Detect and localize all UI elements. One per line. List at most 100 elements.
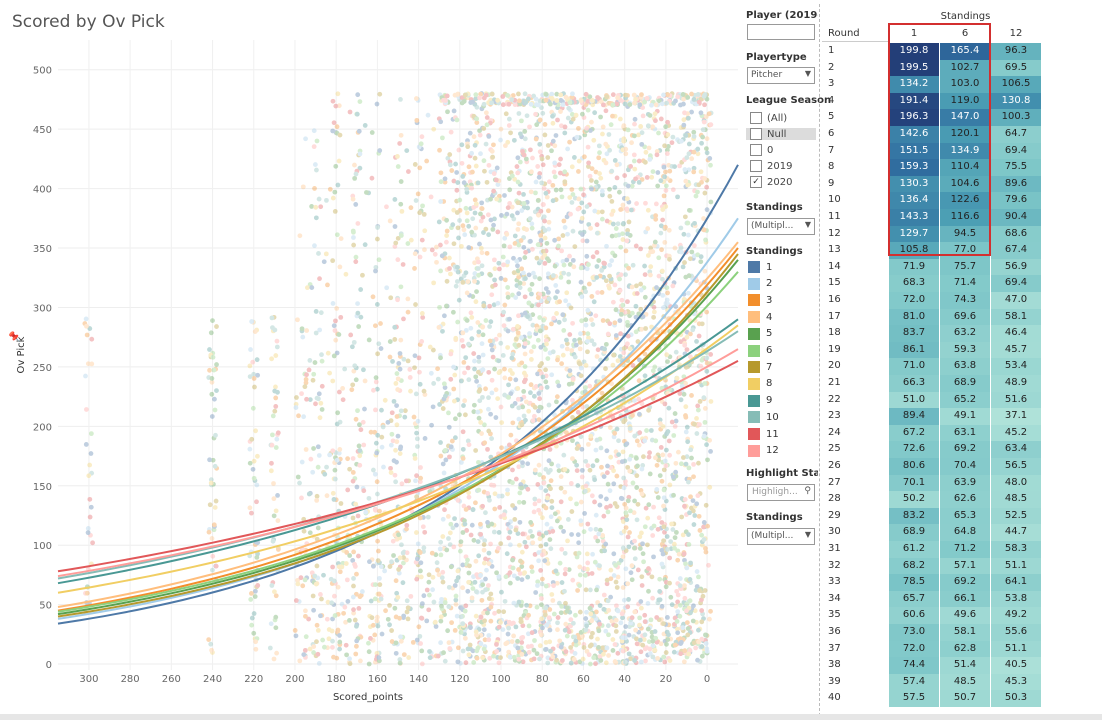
scatter-point[interactable] — [627, 346, 633, 352]
scatter-point[interactable] — [478, 91, 483, 97]
scatter-point[interactable] — [521, 102, 527, 107]
scatter-point[interactable] — [314, 639, 319, 645]
scatter-point[interactable] — [334, 457, 340, 463]
scatter-point[interactable] — [480, 503, 485, 509]
scatter-point[interactable] — [531, 413, 537, 419]
scatter-point[interactable] — [653, 201, 659, 207]
scatter-point[interactable] — [539, 156, 545, 162]
scatter-point[interactable] — [543, 334, 549, 340]
scatter-point[interactable] — [453, 267, 459, 273]
scatter-point[interactable] — [532, 274, 538, 280]
scatter-point[interactable] — [640, 463, 646, 468]
scatter-point[interactable] — [538, 237, 544, 243]
scatter-point[interactable] — [473, 629, 479, 635]
scatter-point[interactable] — [691, 99, 697, 105]
scatter-point[interactable] — [269, 356, 275, 362]
scatter-point[interactable] — [378, 593, 384, 599]
scatter-point[interactable] — [314, 581, 320, 586]
scatter-point[interactable] — [623, 272, 628, 278]
scatter-point[interactable] — [510, 327, 516, 333]
scatter-point[interactable] — [632, 609, 638, 615]
scatter-point[interactable] — [683, 133, 689, 138]
scatter-point[interactable] — [495, 637, 501, 642]
scatter-point[interactable] — [634, 201, 639, 206]
scatter-point[interactable] — [570, 415, 575, 420]
scatter-point[interactable] — [389, 410, 395, 416]
scatter-point[interactable] — [681, 497, 686, 503]
scatter-point[interactable] — [638, 281, 644, 287]
scatter-point[interactable] — [560, 589, 566, 595]
scatter-point[interactable] — [318, 613, 323, 619]
scatter-point[interactable] — [433, 653, 439, 659]
scatter-point[interactable] — [550, 182, 556, 188]
scatter-point[interactable] — [312, 186, 317, 191]
scatter-point[interactable] — [633, 243, 639, 249]
scatter-point[interactable] — [568, 617, 574, 623]
scatter-point[interactable] — [362, 406, 367, 412]
scatter-point[interactable] — [389, 431, 395, 437]
scatter-point[interactable] — [690, 508, 696, 514]
scatter-point[interactable] — [678, 339, 684, 345]
scatter-point[interactable] — [452, 516, 457, 522]
scatter-point[interactable] — [536, 102, 541, 108]
scatter-point[interactable] — [642, 438, 648, 444]
scatter-point[interactable] — [519, 134, 525, 140]
scatter-point[interactable] — [506, 572, 512, 578]
scatter-point[interactable] — [438, 199, 444, 204]
scatter-point[interactable] — [646, 588, 651, 594]
scatter-point[interactable] — [83, 407, 89, 412]
scatter-point[interactable] — [496, 178, 502, 184]
scatter-point[interactable] — [440, 321, 446, 327]
scatter-point[interactable] — [429, 247, 435, 253]
scatter-point[interactable] — [635, 431, 641, 436]
scatter-point[interactable] — [314, 167, 319, 173]
scatter-point[interactable] — [406, 655, 412, 660]
table-cell[interactable]: 55.6 — [991, 624, 1041, 641]
scatter-point[interactable] — [664, 547, 670, 552]
scatter-point[interactable] — [604, 151, 610, 157]
table-cell[interactable]: 57.1 — [940, 557, 990, 575]
scatter-point[interactable] — [523, 544, 529, 550]
scatter-point[interactable] — [535, 164, 541, 169]
scatter-point[interactable] — [317, 327, 323, 333]
scatter-point[interactable] — [545, 143, 551, 148]
scatter-point[interactable] — [369, 615, 375, 621]
scatter-point[interactable] — [615, 608, 621, 614]
scatter-point[interactable] — [629, 539, 635, 545]
scatter-point[interactable] — [599, 464, 604, 470]
scatter-point[interactable] — [501, 262, 506, 268]
scatter-point[interactable] — [405, 241, 411, 246]
scatter-point[interactable] — [343, 619, 348, 625]
scatter-point[interactable] — [624, 206, 630, 212]
scatter-point[interactable] — [488, 169, 494, 175]
scatter-point[interactable] — [502, 366, 507, 372]
scatter-point[interactable] — [637, 326, 643, 332]
scatter-point[interactable] — [662, 545, 667, 551]
scatter-point[interactable] — [405, 616, 411, 622]
scatter-point[interactable] — [398, 233, 404, 238]
scatter-point[interactable] — [567, 262, 573, 267]
scatter-point[interactable] — [589, 571, 595, 576]
scatter-point[interactable] — [518, 101, 524, 107]
scatter-point[interactable] — [487, 120, 493, 126]
scatter-point[interactable] — [445, 628, 451, 634]
scatter-point[interactable] — [527, 603, 533, 609]
scatter-point[interactable] — [687, 577, 693, 582]
scatter-point[interactable] — [612, 642, 618, 647]
scatter-point[interactable] — [585, 339, 590, 344]
scatter-point[interactable] — [442, 92, 448, 98]
scatter-point[interactable] — [665, 132, 671, 138]
scatter-point[interactable] — [483, 110, 489, 116]
scatter-point[interactable] — [509, 389, 515, 395]
scatter-point[interactable] — [293, 401, 299, 407]
scatter-point[interactable] — [545, 583, 551, 588]
scatter-point[interactable] — [486, 494, 492, 500]
scatter-point[interactable] — [465, 92, 471, 97]
scatter-point[interactable] — [627, 233, 633, 238]
scatter-point[interactable] — [558, 499, 564, 505]
scatter-point[interactable] — [648, 245, 654, 251]
scatter-point[interactable] — [427, 655, 433, 661]
scatter-point[interactable] — [507, 580, 513, 586]
legend-item[interactable]: 6 — [748, 344, 772, 357]
